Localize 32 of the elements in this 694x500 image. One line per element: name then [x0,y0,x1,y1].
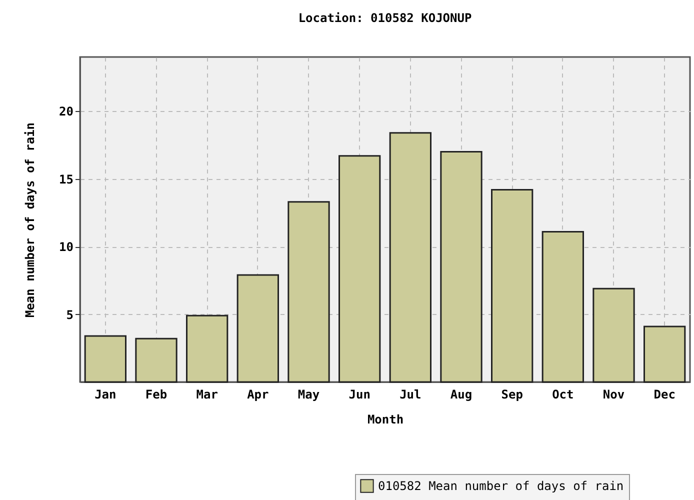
x-tick-label: Jan [94,388,116,402]
x-tick-label: Jun [348,388,370,402]
y-tick-label: 5 [66,308,74,322]
legend-label: 010582 Mean number of days of rain [378,479,624,493]
x-tick-label: May [298,388,320,402]
bar [135,338,178,383]
bar [592,288,635,383]
x-tick-label: Apr [247,388,269,402]
y-tick-label: 10 [59,240,74,254]
x-tick-label: Nov [602,388,625,402]
bar [644,326,686,383]
x-tick-label: Sep [501,388,523,402]
y-tick-label: 15 [59,172,74,186]
bar [186,314,228,383]
x-tick-label: Jul [400,388,422,402]
y-tick-label: 20 [59,104,74,119]
y-axis-title: Mean number of days of rain [23,122,38,318]
x-axis-title: Month [367,412,404,426]
chart-title: Location: 010582 KOJONUP [298,11,472,25]
x-tick-label: Dec [654,388,676,402]
bar [84,335,126,383]
bar [389,132,432,383]
bar [440,151,482,383]
bar [542,230,584,383]
x-tick-label: Oct [552,388,574,402]
x-tick-label: Aug [450,388,472,402]
bar [288,201,330,383]
bar [338,155,381,383]
x-tick-label: Mar [196,388,218,402]
bar [491,188,534,383]
bar [236,274,279,383]
x-tick-label: Feb [145,388,168,402]
